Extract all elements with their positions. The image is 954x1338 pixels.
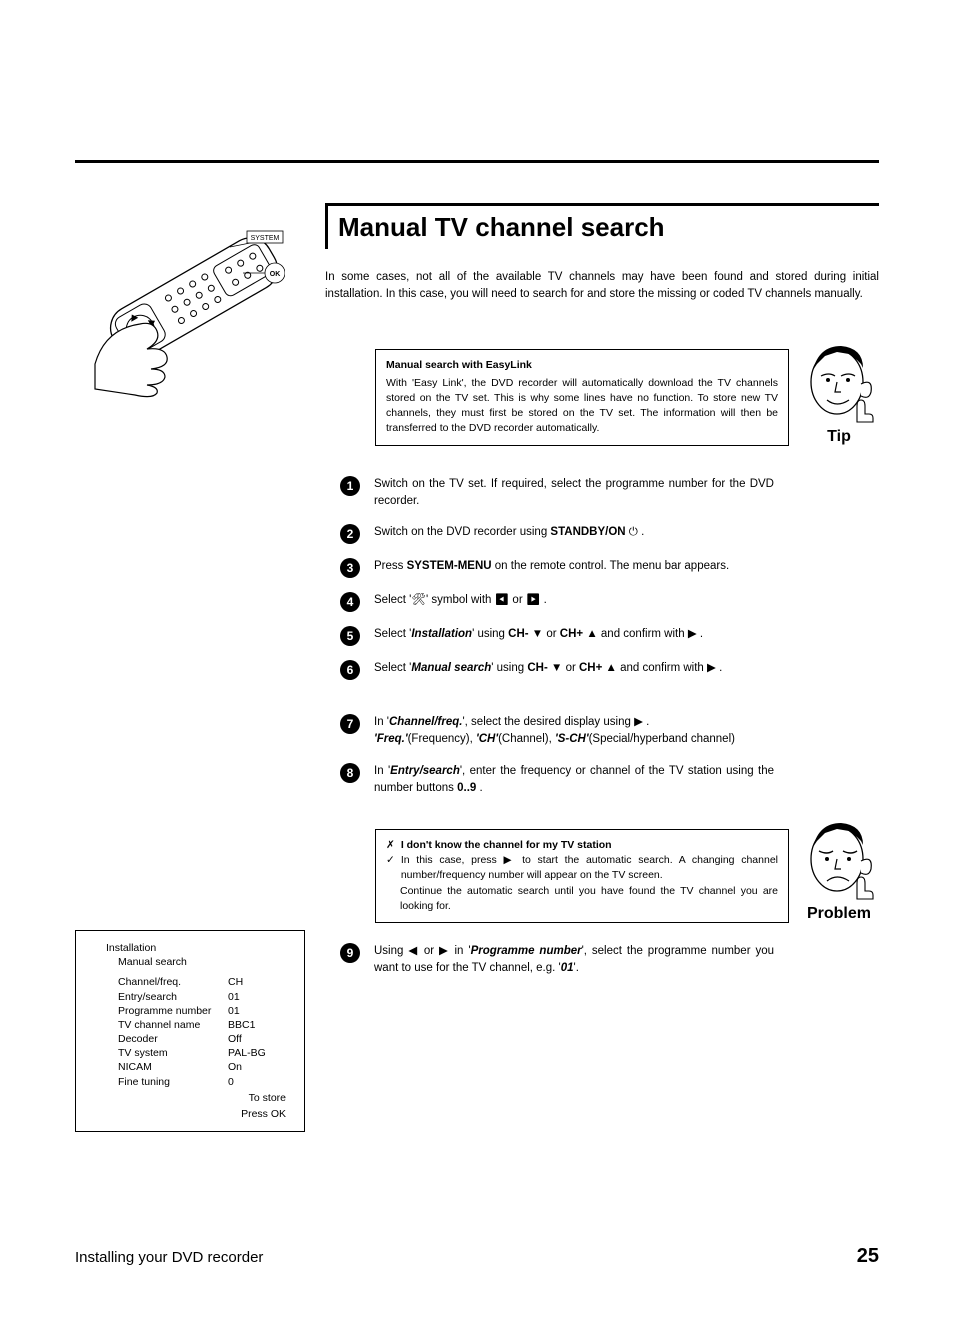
step-8: 8 In 'Entry/search', enter the frequency… [325, 763, 879, 798]
step-text: In 'Channel/freq.', select the desired d… [374, 714, 735, 749]
table-row: Entry/search01 [118, 990, 266, 1004]
footer-chapter: Installing your DVD recorder [75, 1249, 263, 1266]
tip-body: With 'Easy Link', the DVD recorder will … [386, 377, 778, 435]
step-text: Select '🛠' symbol with ◀ or ▶ . [374, 592, 547, 609]
tool-icon: 🛠 [411, 594, 426, 606]
table-row: NICAMOn [118, 1060, 266, 1074]
table-row: Programme number01 [118, 1004, 266, 1018]
step-text: Switch on the TV set. If required, selec… [374, 476, 774, 511]
step-number-icon: 1 [340, 476, 360, 496]
step-text: Select 'Installation' using CH- ▼ or CH+… [374, 626, 703, 643]
panel-title: Installation [88, 941, 292, 955]
problem-title: I don't know the channel for my TV stati… [401, 838, 612, 853]
installation-menu-panel: Installation Manual search Channel/freq.… [75, 930, 305, 1132]
step-number-icon: 9 [340, 943, 360, 963]
step-6: 6 Select 'Manual search' using CH- ▼ or … [325, 660, 879, 680]
panel-table: Channel/freq.CH Entry/search01 Programme… [118, 975, 266, 1088]
table-row: Fine tuning0 [118, 1075, 266, 1089]
step-9: 9 Using ◀ or ▶ in 'Programme number', se… [325, 943, 879, 978]
svg-text:SYSTEM: SYSTEM [251, 235, 280, 242]
problem-label: Problem [799, 905, 879, 923]
step-text: In 'Entry/search', enter the frequency o… [374, 763, 774, 798]
intro-paragraph: In some cases, not all of the available … [325, 269, 879, 304]
panel-footer-2: Press OK [88, 1107, 292, 1121]
tip-face-icon [801, 334, 877, 424]
table-row: Channel/freq.CH [118, 975, 266, 989]
step-5: 5 Select 'Installation' using CH- ▼ or C… [325, 626, 879, 646]
step-2: 2 Switch on the DVD recorder using STAND… [325, 524, 879, 544]
svg-text:OK: OK [270, 271, 281, 278]
problem-line: Continue the automatic search until you … [386, 884, 778, 914]
step-number-icon: 3 [340, 558, 360, 578]
tip-title: Manual search with EasyLink [386, 358, 778, 373]
step-number-icon: 2 [340, 524, 360, 544]
step-number-icon: 8 [340, 763, 360, 783]
step-7: 7 In 'Channel/freq.', select the desired… [325, 714, 879, 749]
remote-illustration: OK [75, 209, 305, 402]
step-number-icon: 4 [340, 592, 360, 612]
panel-footer-1: To store [88, 1091, 292, 1105]
panel-subtitle: Manual search [88, 955, 292, 969]
top-rule [75, 160, 879, 163]
problem-face-icon [801, 811, 877, 901]
step-text: Press SYSTEM-MENU on the remote control.… [374, 558, 729, 575]
table-row: TV systemPAL-BG [118, 1046, 266, 1060]
step-text: Using ◀ or ▶ in 'Programme number', sele… [374, 943, 774, 978]
step-4: 4 Select '🛠' symbol with ◀ or ▶ . [325, 592, 879, 612]
step-text: Switch on the DVD recorder using STANDBY… [374, 524, 644, 541]
step-number-icon: 6 [340, 660, 360, 680]
step-text: Select 'Manual search' using CH- ▼ or CH… [374, 660, 722, 677]
table-row: TV channel nameBBC1 [118, 1018, 266, 1032]
table-row: DecoderOff [118, 1032, 266, 1046]
tip-label: Tip [799, 428, 879, 446]
tip-box: Manual search with EasyLink With 'Easy L… [375, 349, 789, 445]
problem-line: In this case, press ▶ to start the autom… [401, 853, 778, 883]
step-number-icon: 7 [340, 714, 360, 734]
step-3: 3 Press SYSTEM-MENU on the remote contro… [325, 558, 879, 578]
page-number: 25 [857, 1245, 879, 1268]
step-1: 1 Switch on the TV set. If required, sel… [325, 476, 879, 511]
cross-icon: ✗ [386, 838, 395, 853]
steps-list: 1 Switch on the TV set. If required, sel… [325, 476, 879, 978]
problem-box: ✗ I don't know the channel for my TV stat… [375, 829, 789, 923]
step-number-icon: 5 [340, 626, 360, 646]
page-footer: Installing your DVD recorder 25 [75, 1245, 879, 1268]
check-icon: ✓ [386, 853, 395, 883]
section-title: Manual TV channel search [325, 203, 879, 249]
